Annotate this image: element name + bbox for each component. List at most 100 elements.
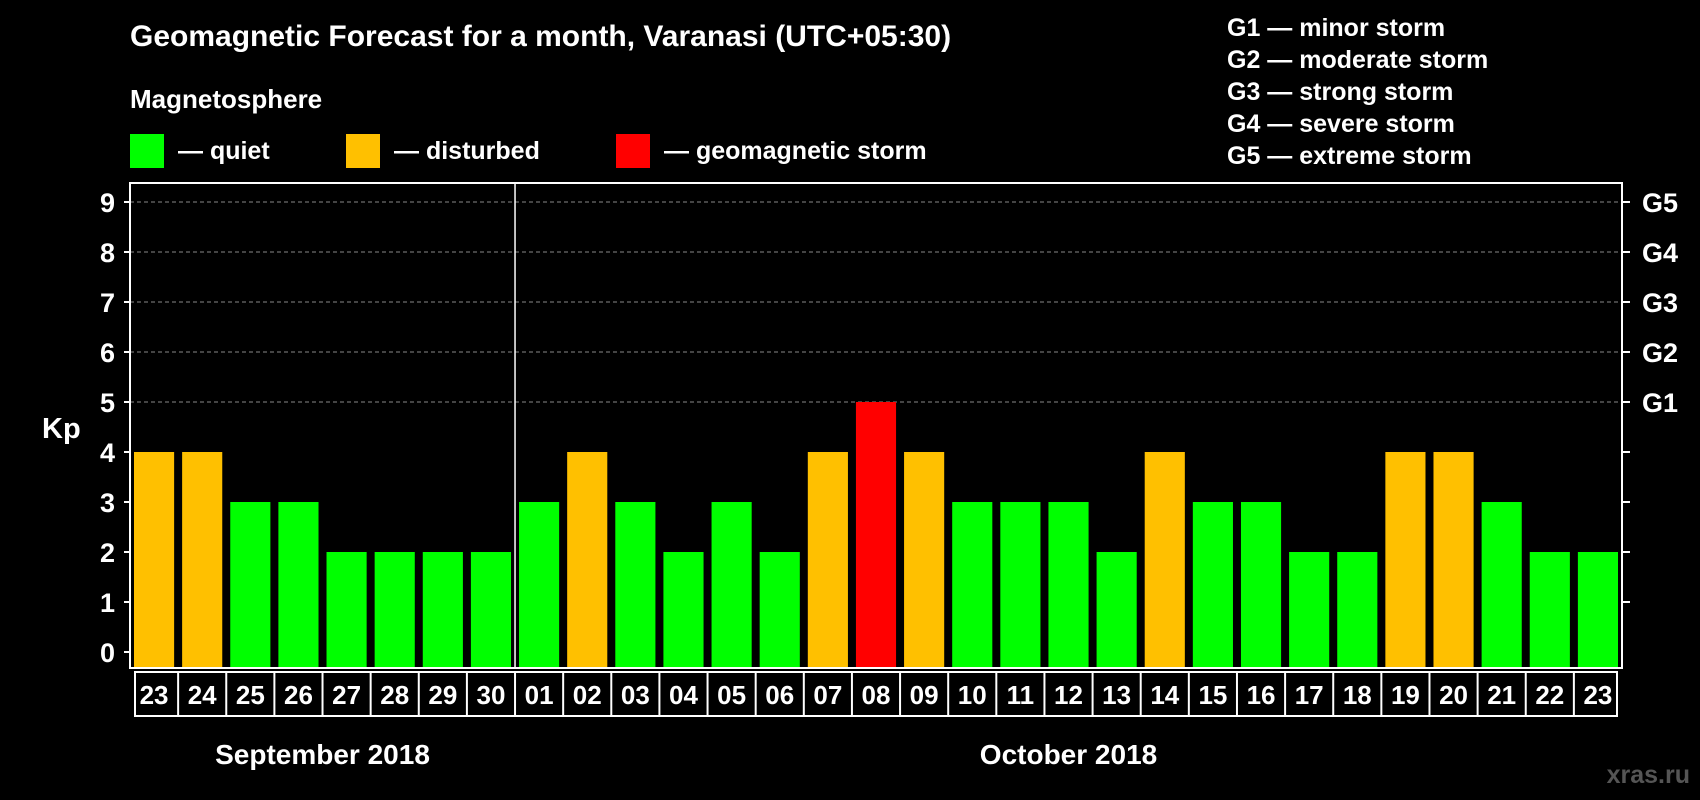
storm-scale-g1: G1 — minor storm xyxy=(1227,14,1446,42)
date-label-30: 23 xyxy=(1583,680,1612,710)
bar-16 xyxy=(904,452,945,668)
date-label-28: 21 xyxy=(1487,680,1516,710)
date-label-13: 06 xyxy=(765,680,794,710)
date-label-12: 05 xyxy=(717,680,746,710)
y-tick-label-0: 0 xyxy=(100,638,115,668)
date-row-frame xyxy=(134,671,1618,717)
bar-19 xyxy=(1048,502,1089,668)
date-label-25: 18 xyxy=(1343,680,1372,710)
bar-10 xyxy=(615,502,656,668)
date-label-7: 30 xyxy=(477,680,506,710)
bar-1 xyxy=(182,452,223,668)
y-axis-label: Kp xyxy=(42,413,81,445)
legend-label-quiet: — quiet xyxy=(178,136,270,165)
date-label-21: 14 xyxy=(1150,680,1179,710)
date-label-2: 25 xyxy=(236,680,265,710)
bar-23 xyxy=(1240,502,1282,668)
date-label-18: 11 xyxy=(1007,680,1035,710)
legend-heading: Magnetosphere xyxy=(130,84,323,114)
y-tick-label-1: 1 xyxy=(100,588,115,618)
date-label-17: 10 xyxy=(958,680,987,710)
date-label-11: 04 xyxy=(669,680,698,710)
bar-3 xyxy=(278,502,319,668)
date-label-20: 13 xyxy=(1102,680,1131,710)
date-label-8: 01 xyxy=(525,680,554,710)
bar-5 xyxy=(374,552,415,668)
date-label-3: 26 xyxy=(284,680,313,710)
chart-title: Geomagnetic Forecast for a month, Varana… xyxy=(130,20,952,53)
date-label-6: 29 xyxy=(428,680,457,710)
bar-27 xyxy=(1433,452,1474,668)
date-label-19: 12 xyxy=(1054,680,1083,710)
g-scale-label-G4: G4 xyxy=(1642,238,1678,268)
storm-scale-g2: G2 — moderate storm xyxy=(1227,46,1489,74)
plot-frame xyxy=(129,182,1623,669)
date-label-16: 09 xyxy=(910,680,939,710)
legend-label-storm: — geomagnetic storm xyxy=(664,136,927,165)
date-label-27: 20 xyxy=(1439,680,1468,710)
date-label-23: 16 xyxy=(1247,680,1276,710)
date-label-4: 27 xyxy=(332,680,361,710)
date-label-9: 02 xyxy=(573,680,602,710)
legend-item-disturbed: — disturbed xyxy=(346,134,540,168)
bar-22 xyxy=(1192,502,1233,668)
bar-24 xyxy=(1289,552,1330,668)
bar-2 xyxy=(230,502,271,668)
date-label-22: 15 xyxy=(1198,680,1227,710)
storm-scale-legend: G1 — minor storm G2 — moderate storm G3 … xyxy=(1227,12,1488,172)
bar-29 xyxy=(1529,552,1570,668)
legend-swatch-storm xyxy=(616,134,650,168)
date-label-29: 22 xyxy=(1535,680,1564,710)
legend-item-storm: — geomagnetic storm xyxy=(616,134,927,168)
month-label-0: September 2018 xyxy=(215,739,430,770)
bar-12 xyxy=(711,502,752,668)
legend-swatch-quiet xyxy=(130,134,164,168)
bar-17 xyxy=(952,502,993,668)
y-tick-label-6: 6 xyxy=(100,338,115,368)
bar-20 xyxy=(1096,552,1137,668)
bar-0 xyxy=(134,452,175,668)
y-tick-label-3: 3 xyxy=(100,488,115,518)
bar-26 xyxy=(1385,452,1426,668)
bar-13 xyxy=(759,552,800,668)
bar-4 xyxy=(326,552,367,668)
storm-scale-g5: G5 — extreme storm xyxy=(1227,142,1472,170)
date-label-26: 19 xyxy=(1391,680,1420,710)
y-tick-label-5: 5 xyxy=(100,388,115,418)
storm-scale-g4: G4 — severe storm xyxy=(1227,110,1455,138)
storm-scale-g3: G3 — strong storm xyxy=(1227,78,1454,106)
y-tick-label-2: 2 xyxy=(100,538,115,568)
bar-9 xyxy=(567,452,608,668)
bar-28 xyxy=(1481,502,1522,668)
bar-18 xyxy=(1000,502,1041,668)
legend-label-disturbed: — disturbed xyxy=(394,136,540,165)
bar-6 xyxy=(422,552,463,668)
bar-11 xyxy=(663,552,704,668)
month-label-1: October 2018 xyxy=(980,739,1157,770)
date-label-15: 08 xyxy=(862,680,891,710)
bar-15 xyxy=(855,402,897,668)
legend-item-quiet: — quiet xyxy=(130,134,270,168)
bar-14 xyxy=(807,452,848,668)
g-scale-label-G2: G2 xyxy=(1642,338,1678,368)
y-tick-label-8: 8 xyxy=(100,238,115,268)
y-tick-label-9: 9 xyxy=(100,188,115,218)
bar-21 xyxy=(1144,452,1185,668)
bar-8 xyxy=(519,502,560,668)
date-label-0: 23 xyxy=(140,680,169,710)
date-label-5: 28 xyxy=(380,680,409,710)
bar-30 xyxy=(1577,552,1618,668)
date-label-10: 03 xyxy=(621,680,650,710)
y-tick-label-4: 4 xyxy=(100,438,115,468)
watermark: xras.ru xyxy=(1606,761,1690,789)
g-scale-label-G5: G5 xyxy=(1642,188,1678,218)
date-label-1: 24 xyxy=(188,680,217,710)
y-tick-label-7: 7 xyxy=(100,288,115,318)
legend-swatch-disturbed xyxy=(346,134,380,168)
bar-7 xyxy=(470,552,512,668)
date-label-14: 07 xyxy=(813,680,842,710)
bar-25 xyxy=(1337,552,1378,668)
g-scale-label-G1: G1 xyxy=(1642,388,1678,418)
g-scale-label-G3: G3 xyxy=(1642,288,1678,318)
